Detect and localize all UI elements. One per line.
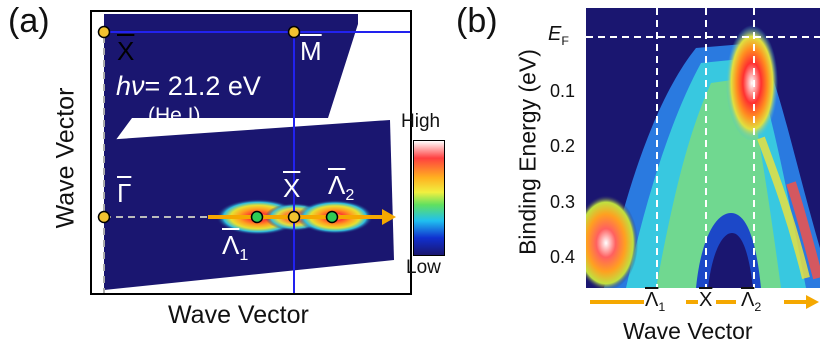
hot-region-left — [586, 195, 638, 288]
colorbar-low-label: Low — [406, 257, 441, 278]
x-mark-x: X — [699, 289, 713, 311]
colorbar — [413, 140, 445, 256]
panel-a-x-axis-label: Wave Vector — [168, 301, 309, 329]
panel-a-fermi-surface-map — [90, 10, 412, 295]
point-x-top — [97, 25, 111, 39]
point-x-mid — [287, 210, 301, 224]
label-x-bar-top: X — [117, 36, 135, 66]
y-tick-0.3: 0.3 — [550, 192, 576, 212]
point-lambda2 — [325, 210, 339, 224]
point-m — [287, 25, 301, 39]
panel-a-y-axis-label: Wave Vector — [51, 87, 80, 229]
label-gamma-bar: Γ — [117, 178, 132, 208]
band-line-right — [757, 136, 810, 279]
ef-label: EF — [548, 23, 569, 48]
label-lambda1: Λ1 — [222, 230, 249, 265]
central-dip-core — [708, 233, 753, 288]
colorbar-high-label: High — [401, 111, 441, 132]
panel-b-x-axis-label: Wave Vector — [623, 318, 753, 344]
label-lambda2: Λ2 — [328, 170, 355, 205]
x-mark-lambda2: Λ2 — [741, 289, 762, 314]
panel-b-y-axis-label: Binding Energy (eV) — [514, 49, 541, 255]
label-x-bar-mid: X — [283, 173, 301, 203]
point-gamma — [97, 210, 111, 224]
band-line-right-hot — [786, 181, 820, 280]
panel-b-arpes-map — [586, 8, 820, 288]
hot-pocket-lambda2 — [726, 25, 778, 141]
panel-b-wavevector-arrow — [590, 295, 819, 309]
panel-a-label: (a) — [8, 2, 50, 40]
y-tick-0.1: 0.1 — [550, 81, 576, 101]
photon-energy-label: hν= 21.2 eV — [116, 71, 261, 101]
y-tick-0.4: 0.4 — [550, 247, 576, 267]
orange-arrow-head — [382, 209, 396, 225]
photon-source-label: (He I) — [148, 104, 201, 127]
point-lambda1 — [250, 210, 264, 224]
label-m-bar: M — [300, 36, 322, 66]
panel-b-label: (b) — [456, 2, 498, 40]
y-tick-0.2: 0.2 — [550, 136, 576, 156]
x-mark-lambda1: Λ1 — [645, 289, 666, 314]
